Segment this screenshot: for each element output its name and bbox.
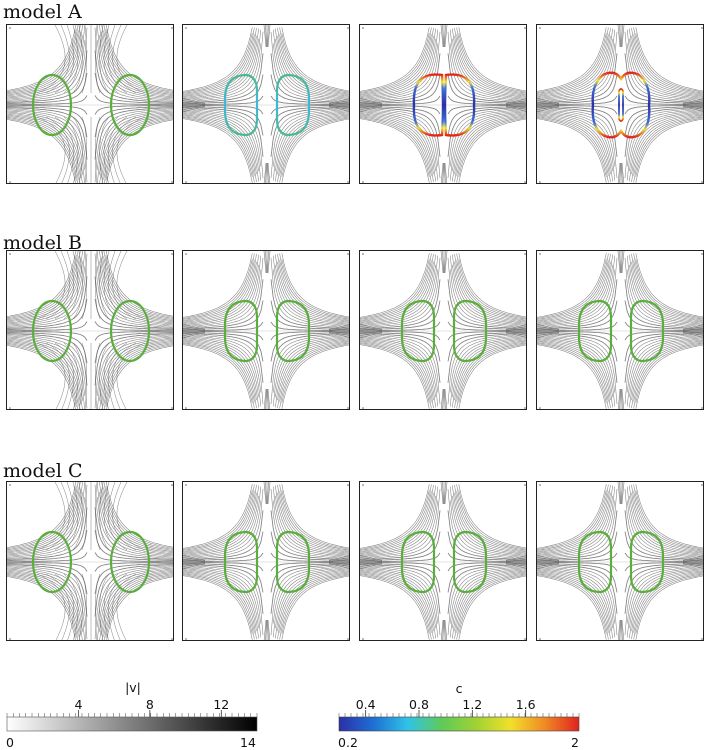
droplet-2	[109, 299, 151, 363]
streamlines	[360, 25, 526, 183]
droplet-2	[109, 73, 151, 137]
droplet-1	[223, 299, 259, 363]
droplet-interfaces	[31, 299, 151, 363]
droplet-2	[629, 530, 665, 594]
colorbar-concentration-label: c	[456, 681, 463, 696]
row-title-model-c: model C	[3, 460, 83, 482]
droplet-interfaces	[577, 299, 665, 363]
row-title-model-b: model B	[3, 232, 82, 254]
streamline-plot	[183, 251, 349, 409]
colorbar-concentration-bar	[338, 716, 580, 732]
droplet-2	[452, 530, 488, 594]
droplet-1	[223, 530, 259, 594]
streamline-plot	[537, 482, 703, 640]
streamline-plot	[360, 251, 526, 409]
droplet-interfaces	[400, 530, 488, 594]
streamlines	[183, 251, 349, 409]
droplet-interfaces	[31, 530, 151, 594]
droplet-1	[31, 73, 73, 137]
panel-model-c-4	[536, 481, 704, 641]
panel-model-b-4	[536, 250, 704, 410]
panel-model-c-1	[6, 481, 174, 641]
streamlines	[183, 25, 349, 183]
colorbar-concentration-tick-label: 1.2	[462, 697, 482, 712]
colorbar-concentration-min-label: 0.2	[338, 735, 358, 750]
colorbar-velocity-bar	[6, 716, 258, 732]
colorbars: |v| 4 8 12 0 14 c 0.4 0.8 1.2 1.6 0.2 2	[6, 680, 580, 750]
droplet-1	[591, 71, 651, 139]
colorbar-concentration: c 0.4 0.8 1.2 1.6 0.2 2	[338, 681, 580, 750]
colorbar-concentration-tick-label: 0.8	[409, 697, 429, 712]
streamline-plot	[360, 482, 526, 640]
colorbar-velocity: |v| 4 8 12 0 14	[6, 680, 258, 750]
droplet-1	[31, 299, 73, 363]
droplet-1	[223, 73, 259, 137]
colorbar-velocity-label: |v|	[125, 680, 141, 695]
panel-model-b-3	[359, 250, 527, 410]
colorbar-velocity-tick-label: 8	[146, 697, 154, 712]
droplet-2	[629, 299, 665, 363]
colorbar-velocity-tick-label: 4	[74, 697, 82, 712]
inner-film	[618, 88, 624, 122]
streamline-plot	[537, 251, 703, 409]
droplet-interfaces	[412, 73, 476, 137]
droplet-1	[400, 299, 436, 363]
droplet-2	[443, 73, 476, 137]
streamline-plot	[537, 25, 703, 183]
panel-model-c-2	[182, 481, 350, 641]
droplet-interfaces	[400, 299, 488, 363]
panel-model-b-2	[182, 250, 350, 410]
panel-model-a-3	[359, 24, 527, 184]
panel-model-c-3	[359, 481, 527, 641]
colorbar-velocity-min-label: 0	[6, 735, 14, 750]
droplet-1	[412, 73, 445, 137]
streamline-plot	[7, 25, 173, 183]
droplet-interfaces	[223, 530, 311, 594]
droplet-2	[275, 530, 311, 594]
streamlines	[537, 482, 703, 640]
panel-model-b-1	[6, 250, 174, 410]
panel-model-a-2	[182, 24, 350, 184]
droplet-interfaces	[31, 73, 151, 137]
streamline-plot	[183, 25, 349, 183]
streamlines	[537, 251, 703, 409]
droplet-2	[275, 73, 311, 137]
streamline-plot	[183, 482, 349, 640]
colorbar-concentration-tick-label: 1.6	[516, 697, 536, 712]
droplet-1	[577, 530, 613, 594]
streamlines	[7, 25, 173, 183]
droplet-1	[577, 299, 613, 363]
streamlines	[360, 482, 526, 640]
droplet-2	[109, 530, 151, 594]
droplet-2	[275, 299, 311, 363]
streamline-plot	[7, 482, 173, 640]
droplet-1	[31, 530, 73, 594]
panel-model-a-1	[6, 24, 174, 184]
colorbar-velocity-tick-label: 12	[213, 697, 229, 712]
streamline-plot	[7, 251, 173, 409]
droplet-interfaces	[223, 299, 311, 363]
panel-model-a-4	[536, 24, 704, 184]
streamlines	[360, 251, 526, 409]
droplet-2	[452, 299, 488, 363]
colorbar-concentration-max-label: 2	[571, 735, 579, 750]
droplet-interfaces	[223, 73, 311, 137]
streamline-plot	[360, 25, 526, 183]
droplet-1	[400, 530, 436, 594]
droplet-interfaces	[591, 71, 651, 139]
streamlines	[537, 25, 703, 183]
colorbar-concentration-tick-label: 0.4	[356, 697, 376, 712]
row-title-model-a: model A	[3, 1, 82, 23]
droplet-interfaces	[577, 530, 665, 594]
colorbar-velocity-max-label: 14	[240, 735, 256, 750]
streamlines	[183, 482, 349, 640]
